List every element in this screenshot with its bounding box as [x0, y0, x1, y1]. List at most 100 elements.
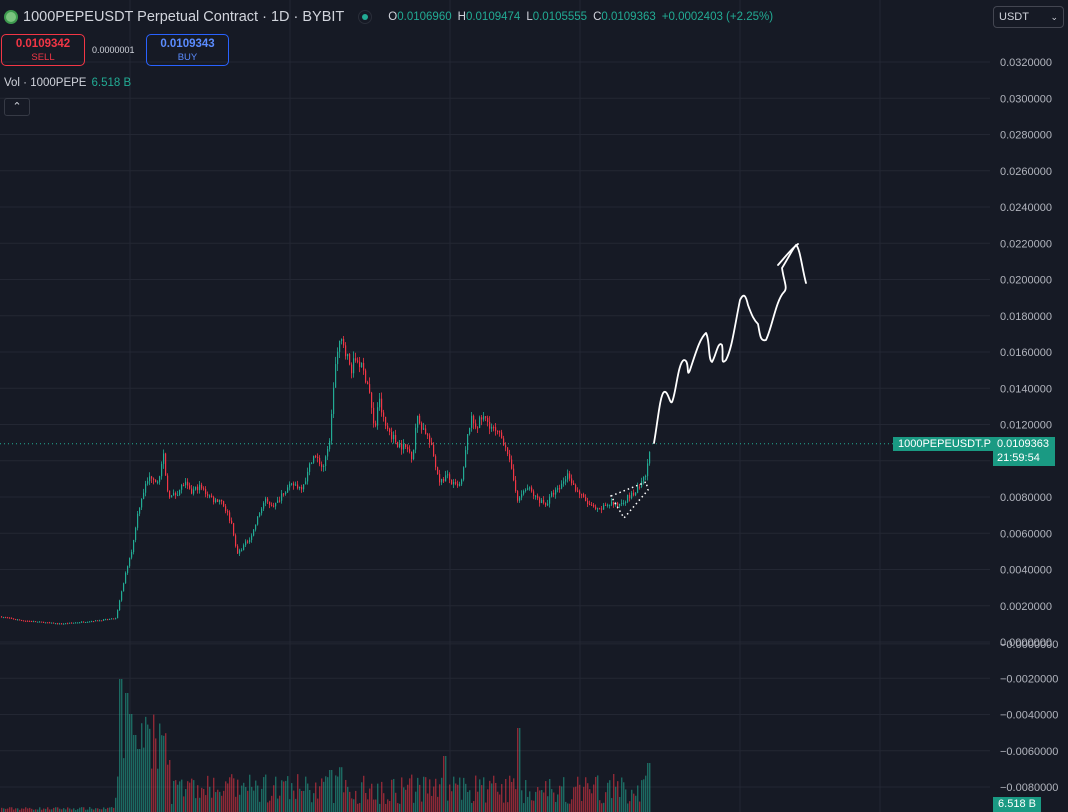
- candle-body: [461, 479, 463, 485]
- candle-body: [237, 546, 239, 554]
- volume-bar: [189, 782, 191, 812]
- candle-body: [41, 621, 43, 623]
- volume-bar: [25, 807, 27, 812]
- candle-body: [481, 417, 483, 420]
- volume-bar: [445, 756, 447, 812]
- candle-body: [45, 622, 47, 624]
- volume-bar: [601, 803, 603, 812]
- price-axis[interactable]: 0.0320000 0.0300000 0.0280000 0.0260000 0.02…: [1000, 57, 1058, 794]
- volume-bars: [1, 679, 651, 812]
- candle-body: [235, 535, 237, 547]
- candle-body: [575, 484, 577, 491]
- volume-legend[interactable]: Vol · 1000PEPE 6.518 B: [4, 77, 131, 89]
- candle-body: [447, 474, 449, 476]
- candle-body: [515, 480, 517, 492]
- volume-bar: [357, 803, 359, 812]
- volume-bar: [313, 793, 315, 812]
- ohlc-close: C0.0109363: [593, 11, 656, 23]
- price-axis-label: 0.0180000: [1000, 311, 1052, 323]
- candle-body: [155, 479, 157, 483]
- candle-body: [343, 339, 345, 346]
- volume-bar: [37, 809, 39, 812]
- sell-button[interactable]: 0.0109342 SELL: [1, 34, 85, 66]
- volume-bar: [389, 800, 391, 812]
- collapse-legend-button[interactable]: ⌃: [4, 98, 30, 116]
- volume-bar: [497, 791, 499, 812]
- candle-body: [259, 513, 261, 517]
- volume-bar: [527, 796, 529, 812]
- candle-body: [551, 492, 553, 497]
- candle-body: [5, 617, 7, 619]
- candle-body: [619, 503, 621, 506]
- volume-bar: [319, 786, 321, 812]
- candle-body: [381, 398, 383, 413]
- volume-bar: [275, 776, 277, 812]
- candle-body: [339, 340, 341, 352]
- candle-body: [265, 498, 267, 503]
- volume-bar: [613, 774, 615, 812]
- volume-bar: [15, 808, 17, 812]
- candle-body: [545, 502, 547, 506]
- volume-bar: [359, 803, 361, 812]
- candle-body: [245, 541, 247, 546]
- candle-body: [223, 501, 225, 507]
- volume-bar: [219, 791, 221, 812]
- volume-bar: [625, 789, 627, 812]
- volume-bar: [245, 786, 247, 812]
- volume-bar: [153, 714, 155, 812]
- candle-body: [423, 428, 425, 430]
- candle-body: [455, 482, 457, 484]
- volume-bar: [463, 777, 465, 812]
- volume-bar: [649, 763, 651, 812]
- volume-bar: [315, 782, 317, 812]
- candle-body: [347, 354, 349, 357]
- volume-bar: [225, 781, 227, 812]
- candle-body: [391, 432, 393, 440]
- volume-bar: [301, 790, 303, 812]
- volume-bar: [205, 795, 207, 812]
- volume-bar: [163, 735, 165, 812]
- volume-bar: [387, 799, 389, 812]
- volume-bar: [549, 779, 551, 812]
- symbol-title[interactable]: 1000PEPEUSDT Perpetual Contract · 1D · B…: [23, 9, 345, 25]
- candle-body: [527, 488, 529, 490]
- projection-drawing: [653, 244, 807, 444]
- candle-body: [325, 456, 327, 466]
- candle-body: [635, 492, 637, 496]
- volume-bar: [623, 782, 625, 812]
- volume-bar: [265, 774, 267, 812]
- price-axis-label: 0.0000000: [1000, 637, 1052, 649]
- volume-bar: [595, 776, 597, 812]
- candle-body: [275, 502, 277, 507]
- volume-bar: [425, 777, 427, 812]
- candle-body: [605, 504, 607, 506]
- candle-body: [321, 464, 323, 467]
- market-status-icon[interactable]: [358, 10, 373, 24]
- candle-body: [123, 583, 125, 592]
- candle-body: [241, 550, 243, 552]
- price-axis-label: 0.0300000: [1000, 93, 1052, 105]
- candle-body: [485, 416, 487, 418]
- volume-bar: [215, 792, 217, 812]
- candle-body: [365, 370, 367, 383]
- candle-body: [239, 550, 241, 554]
- volume-bar: [111, 807, 113, 812]
- candle-body: [251, 535, 253, 540]
- candle-body: [61, 623, 63, 625]
- volume-bar: [535, 791, 537, 812]
- candle-body: [591, 504, 593, 506]
- candle-body: [67, 623, 69, 625]
- candle-body: [243, 545, 245, 551]
- volume-bar: [115, 797, 117, 812]
- user-drawings[interactable]: [609, 243, 807, 520]
- volume-bar: [155, 738, 157, 812]
- volume-bar: [267, 802, 269, 812]
- candle-body: [473, 415, 475, 424]
- buy-label: BUY: [177, 52, 198, 63]
- candle-body: [305, 481, 307, 485]
- currency-select[interactable]: USDT ⌄: [993, 6, 1064, 28]
- buy-button[interactable]: 0.0109343 BUY: [146, 34, 229, 66]
- volume-bar: [641, 780, 643, 812]
- candle-body: [595, 506, 597, 510]
